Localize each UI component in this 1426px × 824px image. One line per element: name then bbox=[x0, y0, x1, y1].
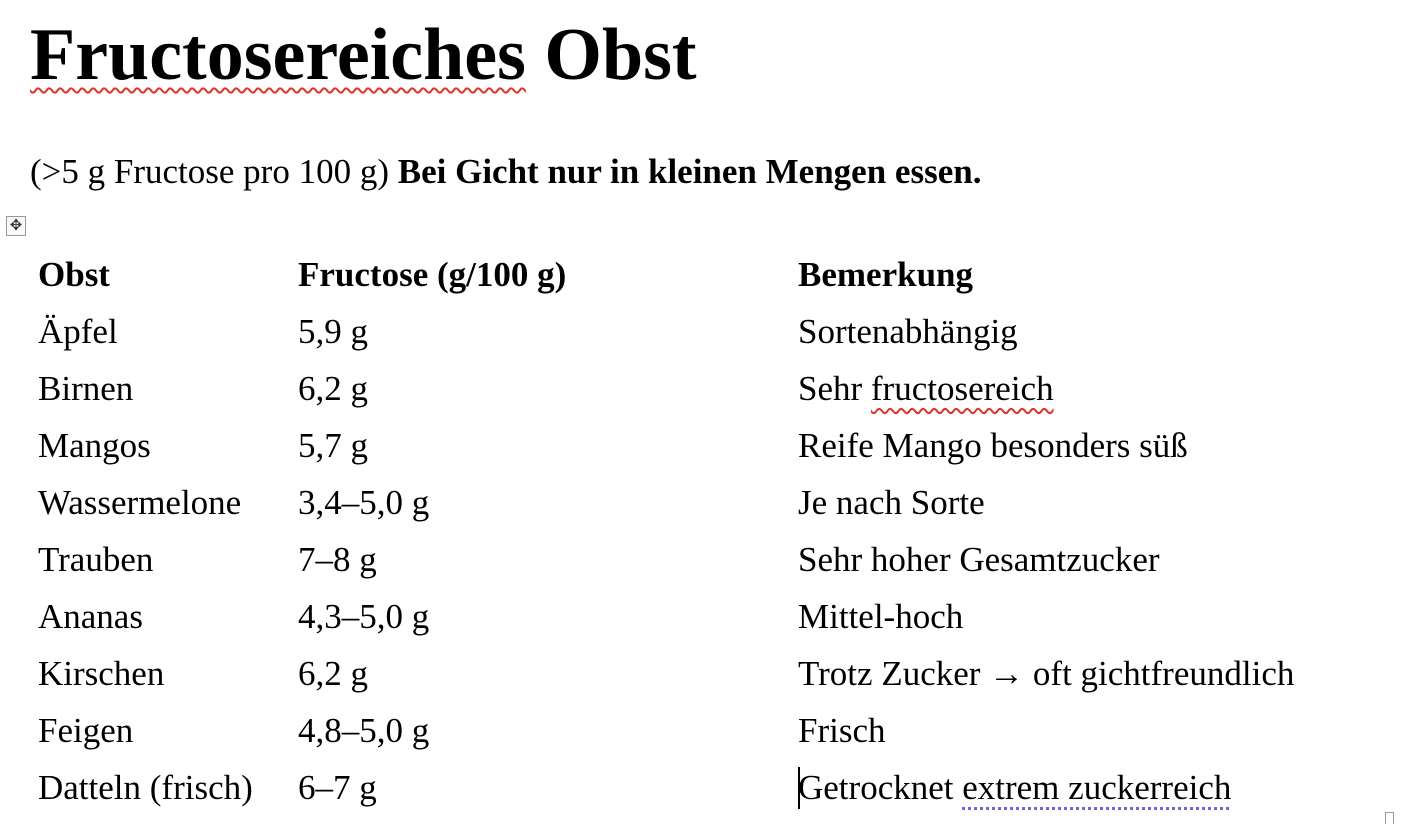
table-row: Kirschen 6,2 g Trotz Zucker → oft gichtfre… bbox=[30, 645, 1302, 702]
cell-fructose[interactable]: 4,8–5,0 g bbox=[298, 710, 430, 750]
cell-bemerkung[interactable]: Mittel-hoch bbox=[798, 596, 964, 636]
misspelled-word[interactable]: fructosereich bbox=[870, 368, 1054, 408]
cell-obst[interactable]: Trauben bbox=[38, 539, 154, 579]
cell-fructose[interactable]: 6,2 g bbox=[298, 653, 368, 693]
cell-obst[interactable]: Datteln (frisch) bbox=[38, 767, 253, 807]
table-row: Trauben 7–8 g Sehr hoher Gesamtzucker bbox=[30, 531, 1302, 588]
cell-fructose[interactable]: 7–8 g bbox=[298, 539, 377, 579]
header-bemerkung: Bemerkung bbox=[798, 254, 973, 294]
cell-obst[interactable]: Feigen bbox=[38, 710, 134, 750]
note-text: Sehr bbox=[798, 368, 871, 408]
cell-bemerkung[interactable]: Reife Mango besonders süß bbox=[798, 425, 1188, 465]
cell-fructose[interactable]: 3,4–5,0 g bbox=[298, 482, 430, 522]
cell-bemerkung[interactable]: Je nach Sorte bbox=[798, 482, 985, 522]
cell-fructose[interactable]: 6,2 g bbox=[298, 368, 368, 408]
table-row: Wassermelone 3,4–5,0 g Je nach Sorte bbox=[30, 474, 1302, 531]
cell-bemerkung[interactable]: Sortenabhängig bbox=[798, 311, 1018, 351]
table-row: Datteln (frisch) 6–7 g Getrocknet extrem z… bbox=[30, 759, 1302, 816]
cell-obst[interactable]: Ananas bbox=[38, 596, 143, 636]
table-row: Ananas 4,3–5,0 g Mittel-hoch bbox=[30, 588, 1302, 645]
cell-fructose[interactable]: 4,3–5,0 g bbox=[298, 596, 430, 636]
table-resize-handle[interactable] bbox=[1385, 812, 1394, 824]
subtitle-bold: Bei Gicht nur in kleinen Mengen essen. bbox=[397, 152, 982, 191]
cell-obst[interactable]: Mangos bbox=[38, 425, 151, 465]
subtitle-paragraph[interactable]: (>5 g Fructose pro 100 g) Bei Gicht nur … bbox=[30, 150, 981, 194]
table-header-row: Obst Fructose (g/100 g) Bemerkung bbox=[30, 246, 1302, 303]
cell-obst[interactable]: Birnen bbox=[38, 368, 134, 408]
table-row: Äpfel 5,9 g Sortenabhängig bbox=[30, 303, 1302, 360]
cell-obst[interactable]: Wassermelone bbox=[38, 482, 242, 522]
subtitle-plain: (>5 g Fructose pro 100 g) bbox=[30, 152, 398, 191]
cell-obst[interactable]: Kirschen bbox=[38, 653, 165, 693]
document-title[interactable]: Fructosereiches Obst bbox=[30, 10, 697, 100]
cell-bemerkung[interactable]: Sehr fructosereich bbox=[790, 360, 1302, 417]
grammar-flag[interactable]: extrem zuckerreich bbox=[962, 767, 1232, 807]
cell-fructose[interactable]: 6–7 g bbox=[298, 767, 377, 807]
text-cursor bbox=[798, 766, 800, 809]
cell-bemerkung[interactable]: Frisch bbox=[798, 710, 886, 750]
cell-fructose[interactable]: 5,7 g bbox=[298, 425, 368, 465]
fructose-table[interactable]: Obst Fructose (g/100 g) Bemerkung Äpfel 5… bbox=[30, 246, 1302, 816]
title-text: Obst bbox=[525, 14, 697, 96]
note-text: Getrocknet bbox=[798, 767, 963, 807]
cell-obst[interactable]: Äpfel bbox=[38, 311, 118, 351]
cell-fructose[interactable]: 5,9 g bbox=[298, 311, 368, 351]
table-row: Feigen 4,8–5,0 g Frisch bbox=[30, 702, 1302, 759]
cell-bemerkung[interactable]: Sehr hoher Gesamtzucker bbox=[798, 539, 1160, 579]
table-row: Birnen 6,2 g Sehr fructosereich bbox=[30, 360, 1302, 417]
header-obst: Obst bbox=[38, 254, 110, 294]
cell-bemerkung[interactable]: Getrocknet extrem zuckerreich bbox=[790, 759, 1302, 816]
move-arrows-icon[interactable]: ✥ bbox=[6, 216, 26, 236]
header-fructose: Fructose (g/100 g) bbox=[298, 254, 567, 294]
table-row: Mangos 5,7 g Reife Mango besonders süß bbox=[30, 417, 1302, 474]
misspelled-word[interactable]: Fructosereiches bbox=[30, 14, 526, 96]
cell-bemerkung[interactable]: Trotz Zucker → oft gichtfreundlich bbox=[798, 653, 1295, 693]
